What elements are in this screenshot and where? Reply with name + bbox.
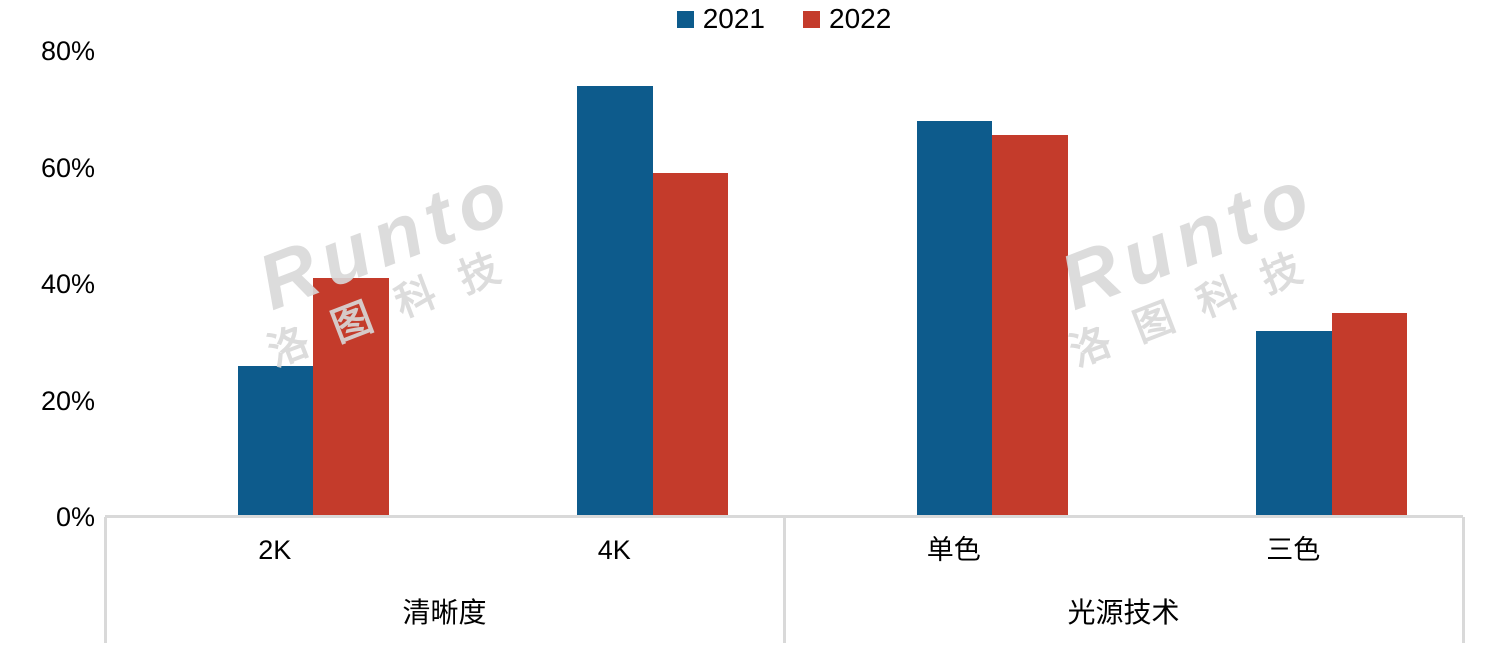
legend-item-2022: 2022	[803, 4, 891, 34]
legend: 2021 2022	[105, 2, 1463, 36]
legend-item-2021: 2021	[676, 3, 765, 34]
legend-label: 2021	[702, 3, 765, 34]
y-tick-label-0: 0%	[55, 502, 95, 532]
bar-2021-2K	[237, 365, 314, 517]
category-table-border	[782, 517, 786, 643]
y-tick-label-40: 40%	[40, 269, 95, 299]
category-table-border	[103, 517, 107, 643]
y-tick-label-60: 60%	[40, 152, 95, 183]
group-label-光源技术: 光源技术	[1067, 597, 1180, 628]
y-tick-label-80: 80%	[40, 36, 95, 66]
bar-2021-单色	[916, 120, 993, 517]
bar-2021-三色	[1256, 330, 1332, 517]
legend-swatch-icon	[676, 10, 694, 28]
category-label-2K: 2K	[258, 535, 292, 565]
bar-2022-2K	[313, 278, 389, 517]
bar-2022-三色	[1331, 313, 1408, 517]
category-label-三色: 三色	[1266, 535, 1321, 565]
group-label-清晰度: 清晰度	[402, 597, 487, 628]
category-table-border	[1461, 517, 1465, 643]
watermark-brand-text: Runto	[1048, 149, 1328, 327]
bar-2022-4K	[652, 173, 729, 517]
category-label-4K: 4K	[597, 535, 631, 565]
category-label-单色: 单色	[926, 535, 981, 565]
x-axis-line	[105, 515, 1463, 518]
legend-label: 2022	[829, 3, 892, 34]
y-tick-label-20: 20%	[40, 385, 95, 416]
bar-2021-4K	[577, 85, 653, 517]
watermark-cn-text: 洛图科技	[262, 236, 532, 375]
legend-swatch-icon	[803, 10, 820, 28]
bar-2022-单色	[992, 135, 1068, 517]
